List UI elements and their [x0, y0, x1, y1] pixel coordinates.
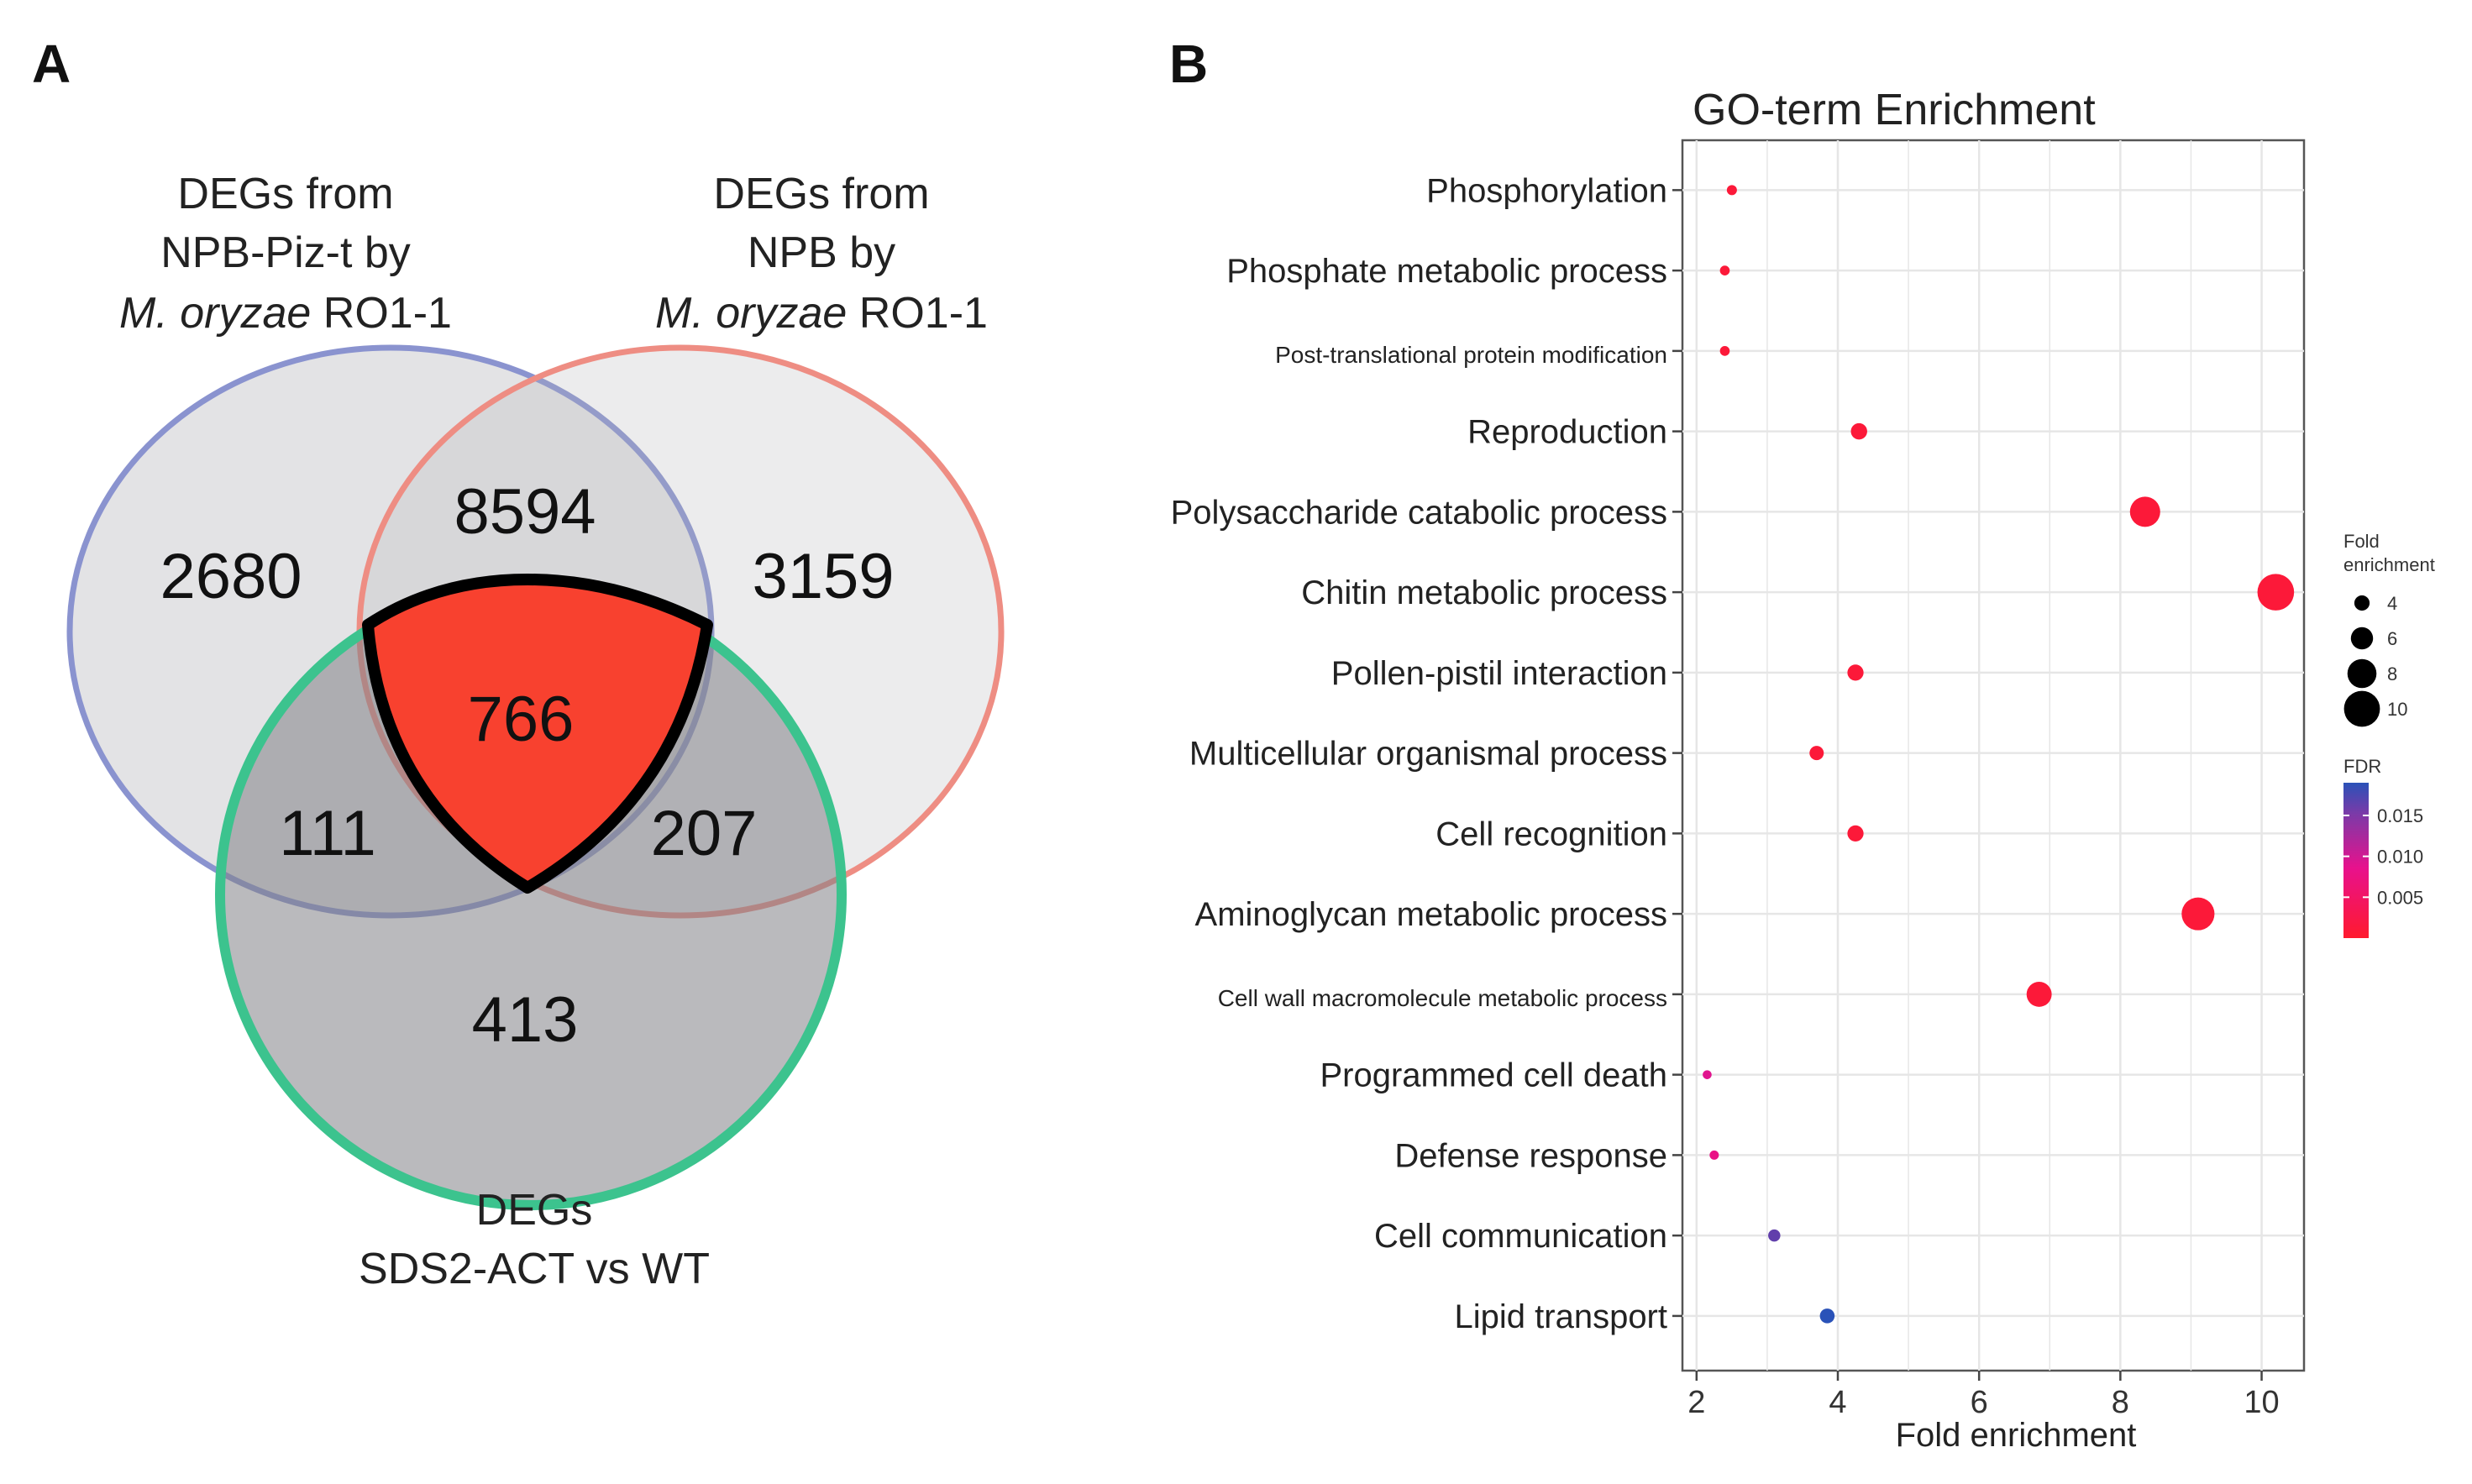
- set-label-sds2-act-line2: SDS2-ACT vs WT: [359, 1245, 710, 1293]
- data-point: [1719, 265, 1730, 275]
- size-legend-label: 8: [2387, 663, 2397, 684]
- strain-name: RO1-1: [847, 289, 988, 338]
- size-legend-dot: [2354, 595, 2370, 611]
- data-point: [1847, 664, 1864, 681]
- go-enrichment-panel: B GO-term Enrichment PhosphorylationPhos…: [1169, 34, 2435, 1454]
- size-legend-dot: [2350, 627, 2374, 650]
- y-tick-label: Cell recognition: [1435, 815, 1667, 852]
- data-point: [1726, 185, 1737, 196]
- y-tick-label: Programmed cell death: [1320, 1057, 1667, 1094]
- set-label-npb-piz-t-line3: M. oryzae RO1-1: [119, 289, 452, 338]
- x-tick-label: 4: [1829, 1385, 1846, 1420]
- set-label-sds2-act: DEGs SDS2-ACT vs WT: [359, 1186, 710, 1293]
- species-name: M. oryzae: [119, 289, 311, 338]
- count-only-npb: 3159: [752, 541, 894, 612]
- set-label-npb-line1: DEGs from: [713, 170, 929, 218]
- size-legend: Fold enrichment 4 6 8 10: [2343, 531, 2435, 727]
- x-axis-title: Fold enrichment: [1896, 1417, 2137, 1454]
- venn-triple-intersection-highlight: [362, 574, 713, 894]
- venn-panel: A DEGs from NPB-Piz-t by M. oryzae RO1-1…: [32, 34, 1005, 1293]
- y-tick-label: Chitin metabolic process: [1301, 574, 1667, 611]
- data-point: [1847, 825, 1864, 842]
- count-only-sds2: 413: [472, 984, 579, 1056]
- data-point: [1809, 746, 1824, 761]
- count-all-three: 766: [468, 684, 575, 755]
- x-tick-label: 10: [2244, 1385, 2279, 1420]
- color-legend-label: 0.015: [2377, 805, 2423, 826]
- y-tick-label: Phosphate metabolic process: [1226, 253, 1667, 290]
- y-tick-label: Pollen-pistil interaction: [1331, 655, 1667, 692]
- y-tick-label: Cell communication: [1374, 1218, 1667, 1255]
- strain-name: RO1-1: [311, 289, 452, 338]
- size-legend-dot: [2343, 690, 2380, 727]
- plot-panel-border: [1681, 139, 2306, 1372]
- size-legend-title-line1: Fold: [2343, 531, 2380, 552]
- data-points: [1703, 185, 2295, 1324]
- y-tick-label: Phosphorylation: [1426, 172, 1667, 209]
- species-name: M. oryzae: [655, 289, 847, 338]
- count-npb-and-sds2: 207: [651, 798, 758, 869]
- set-label-npb-piz-t-line1: DEGs from: [177, 170, 393, 218]
- x-tick-label: 6: [1971, 1385, 1988, 1420]
- data-point: [2026, 981, 2052, 1007]
- y-tick-label: Defense response: [1394, 1137, 1667, 1174]
- size-legend-label: 10: [2387, 699, 2407, 720]
- set-label-npb-line3: M. oryzae RO1-1: [655, 289, 988, 338]
- size-legend-items: 4 6 8 10: [2343, 593, 2407, 727]
- chart-title: GO-term Enrichment: [1693, 86, 2096, 134]
- y-axis-ticks: [1672, 189, 1682, 1318]
- y-tick-label: Polysaccharide catabolic process: [1171, 494, 1667, 531]
- color-legend-label: 0.010: [2377, 847, 2423, 868]
- count-npb-piz-t-and-npb: 8594: [454, 476, 596, 548]
- y-tick-label: Lipid transport: [1455, 1298, 1667, 1335]
- data-point: [1703, 1070, 1712, 1079]
- set-label-npb-piz-t-line2: NPB-Piz-t by: [160, 228, 411, 277]
- data-point: [2257, 574, 2295, 611]
- data-point: [1709, 1150, 1719, 1160]
- color-legend-ticks: 0.015 0.010 0.005: [2343, 805, 2423, 908]
- count-npb-piz-t-and-sds2: 111: [279, 798, 376, 869]
- set-label-npb-piz-t: DEGs from NPB-Piz-t by M. oryzae RO1-1: [119, 170, 452, 338]
- data-point: [1850, 422, 1867, 440]
- data-point: [1719, 346, 1730, 356]
- x-tick-label: 8: [2112, 1385, 2129, 1420]
- set-label-sds2-act-line1: DEGs: [476, 1186, 593, 1235]
- data-point: [1768, 1229, 1781, 1242]
- panel-letter-a: A: [32, 34, 71, 94]
- fdr-colorbar: [2343, 783, 2369, 938]
- y-tick-label: Reproduction: [1467, 414, 1667, 451]
- size-legend-label: 4: [2387, 593, 2397, 614]
- y-tick-label: Aminoglycan metabolic process: [1195, 896, 1667, 933]
- size-legend-title-line2: enrichment: [2343, 554, 2435, 575]
- panel-letter-b: B: [1169, 34, 1208, 94]
- data-point: [2181, 897, 2215, 931]
- color-legend-title: FDR: [2343, 756, 2381, 777]
- x-axis: 2 4 6 8 10: [1687, 1371, 2280, 1420]
- size-legend-dot: [2347, 658, 2377, 689]
- data-point: [1819, 1308, 1835, 1324]
- set-label-npb: DEGs from NPB by M. oryzae RO1-1: [655, 170, 988, 338]
- x-tick-label: 2: [1687, 1385, 1705, 1420]
- set-label-npb-line2: NPB by: [748, 228, 895, 277]
- y-tick-label: Post-translational protein modification: [1275, 342, 1667, 368]
- y-tick-label: Multicellular organismal process: [1189, 736, 1667, 773]
- size-legend-label: 6: [2387, 628, 2397, 649]
- term-labels: Phosphorylation Phosphate metabolic proce…: [1171, 172, 1667, 1335]
- y-tick-label: Cell wall macromolecule metabolic proces…: [1218, 985, 1667, 1011]
- color-legend: FDR 0.015 0.010 0.005: [2343, 756, 2423, 938]
- count-only-npb-piz-t: 2680: [160, 541, 302, 612]
- data-point: [2129, 496, 2160, 527]
- color-legend-label: 0.005: [2377, 887, 2423, 908]
